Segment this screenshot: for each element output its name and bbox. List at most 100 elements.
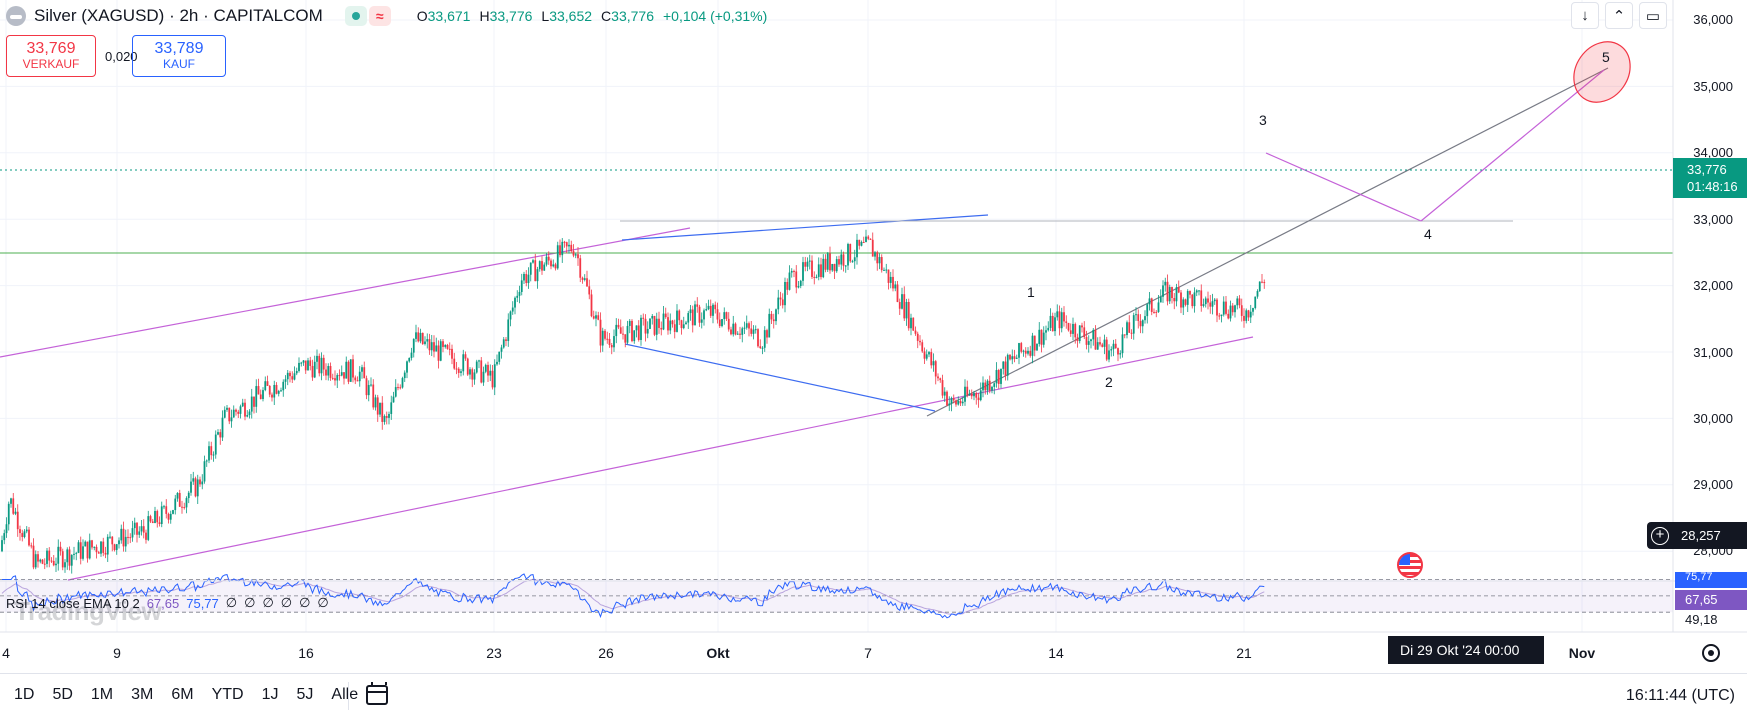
candle-body	[905, 301, 908, 319]
candle-body	[309, 360, 312, 366]
candle-body	[426, 339, 429, 342]
candle-body	[471, 369, 474, 380]
candle-body	[1159, 296, 1162, 303]
candle-body	[716, 309, 719, 320]
candle-body	[1081, 325, 1083, 328]
candle-body	[932, 361, 935, 366]
wave-path-3-4	[1265, 152, 1422, 222]
candle-body	[457, 368, 460, 373]
candle-body	[865, 236, 867, 243]
fullscreen-icon[interactable]: ▭	[1639, 2, 1667, 29]
candle-body	[545, 256, 548, 265]
sell-button[interactable]: 33,769 VERKAUF	[6, 35, 96, 77]
price-tick: 36,000	[1693, 12, 1733, 27]
wave-label-2[interactable]: 2	[1105, 374, 1113, 390]
candle-body	[1022, 350, 1025, 352]
candle-body	[808, 260, 811, 262]
candle-body	[482, 371, 485, 383]
us-flag-event-icon[interactable]	[1397, 552, 1423, 578]
candle-body	[237, 411, 240, 414]
candle-body	[1004, 361, 1007, 376]
range-5j[interactable]: 5J	[296, 686, 314, 703]
candle-body	[853, 257, 856, 262]
candle-body	[660, 327, 663, 330]
candle-body	[1033, 335, 1036, 351]
candle-body	[1045, 330, 1047, 333]
range-3m[interactable]: 3M	[131, 686, 154, 703]
candle-body	[1254, 296, 1257, 309]
buy-button[interactable]: 33,789 KAUF	[132, 35, 226, 77]
price-tick: 34,000	[1693, 145, 1733, 160]
candle-body	[358, 371, 361, 382]
candle-body	[124, 536, 127, 547]
candle-body	[282, 381, 285, 391]
candle-body	[1060, 312, 1063, 329]
wave-label-3[interactable]: 3	[1259, 112, 1267, 128]
candle-body	[561, 241, 564, 256]
candle-body	[973, 393, 975, 397]
candle-body	[613, 336, 615, 348]
candle-body	[889, 276, 892, 283]
candle-body	[118, 540, 120, 545]
candle-body	[781, 299, 784, 306]
candle-body	[709, 305, 712, 316]
candle-body	[397, 387, 399, 389]
arrow-down-icon[interactable]: ↓	[1571, 2, 1599, 29]
candle-body	[979, 390, 982, 401]
candle-body	[628, 320, 631, 326]
candle-body	[158, 522, 161, 525]
candle-body	[316, 355, 318, 362]
candle-body	[518, 291, 521, 296]
candle-body	[1261, 281, 1263, 283]
candle-body	[273, 384, 276, 398]
candle-body	[642, 317, 645, 319]
range-selector: 1D 5D 1M 3M 6M YTD 1J 5J Alle	[14, 686, 367, 704]
candle-body	[700, 319, 703, 323]
candle-body	[289, 372, 291, 377]
candle-body	[419, 332, 422, 342]
collapse-icon[interactable]: ⌃	[1605, 2, 1633, 29]
wave-label-1[interactable]: 1	[1027, 284, 1035, 300]
range-5d[interactable]: 5D	[52, 686, 73, 703]
calendar-goto-icon[interactable]	[366, 682, 388, 705]
range-1j[interactable]: 1J	[261, 686, 279, 703]
candle-body	[95, 546, 98, 553]
candle-body	[520, 280, 523, 292]
rsi-legend[interactable]: RSI 14 close EMA 10 2 67,65 75,77 ∅ ∅ ∅ …	[6, 595, 329, 611]
candle-body	[163, 506, 165, 508]
wave-label-4[interactable]: 4	[1424, 226, 1432, 242]
empty-value: ∅	[299, 595, 311, 610]
settings-gear-icon[interactable]	[1702, 644, 1720, 662]
candle-body	[417, 332, 420, 342]
candle-body	[804, 262, 807, 267]
candle-body	[862, 241, 865, 243]
range-6m[interactable]: 6M	[171, 686, 194, 703]
candle-body	[406, 361, 408, 373]
candle-body	[838, 259, 840, 265]
rsi-ma-axis-label: 75,77	[1675, 572, 1747, 588]
candle-body	[246, 415, 249, 417]
symbol-title[interactable]: Silver (XAGUSD) · 2h · CAPITALCOM	[34, 6, 323, 25]
candle-body	[1013, 356, 1016, 359]
wave-label-5[interactable]: 5	[1602, 49, 1610, 65]
candle-body	[527, 274, 530, 284]
candle-body	[964, 386, 966, 402]
candle-body	[1240, 305, 1243, 316]
candle-body	[122, 528, 125, 547]
range-1m[interactable]: 1M	[90, 686, 114, 703]
candle-body	[851, 261, 854, 263]
candle-body	[651, 315, 654, 319]
candle-body	[280, 390, 282, 392]
candle-body	[682, 324, 685, 329]
utc-clock[interactable]: 16:11:44 (UTC)	[1625, 687, 1735, 704]
range-1d[interactable]: 1D	[14, 686, 35, 703]
add-alert-icon[interactable]: +	[1647, 522, 1673, 549]
candle-body	[736, 333, 739, 335]
range-all[interactable]: Alle	[331, 686, 359, 703]
candle-body	[1229, 305, 1232, 319]
range-ytd[interactable]: YTD	[211, 686, 244, 703]
candle-body	[1164, 281, 1167, 286]
candle-body	[871, 239, 874, 257]
crosshair-price-label[interactable]: + 28,257	[1647, 522, 1747, 549]
